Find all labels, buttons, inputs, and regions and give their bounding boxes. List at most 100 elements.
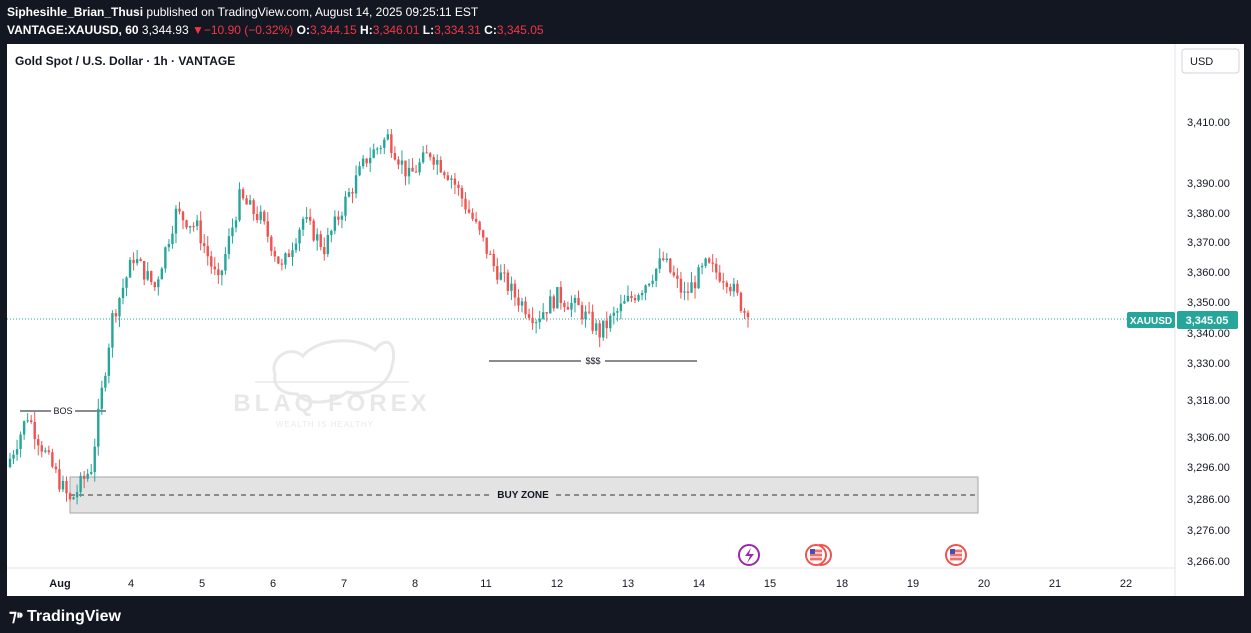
candle-body bbox=[644, 285, 647, 293]
time-tick-label: 14 bbox=[693, 578, 705, 590]
candle-body bbox=[686, 291, 690, 293]
candle-body bbox=[266, 221, 269, 237]
candle-body bbox=[429, 153, 432, 158]
time-tick-label: 12 bbox=[551, 578, 563, 590]
candle-body bbox=[135, 259, 139, 264]
price-tick-label: 3,286.00 bbox=[1187, 494, 1230, 506]
candle-body bbox=[263, 211, 266, 222]
candle-body bbox=[376, 148, 379, 150]
candle-body bbox=[330, 230, 333, 236]
time-tick-label: 22 bbox=[1120, 578, 1132, 590]
candle-body bbox=[503, 272, 506, 274]
candle-body bbox=[259, 211, 262, 221]
candle-body bbox=[344, 196, 347, 216]
candle-body bbox=[743, 311, 746, 313]
price-axis[interactable]: 3,410.00 3,390.00 3,380.00 3,370.00 3,360.00… bbox=[1187, 117, 1230, 568]
candle-body bbox=[587, 311, 591, 313]
time-tick-label: 5 bbox=[199, 578, 205, 590]
lightning-event-icon[interactable] bbox=[738, 544, 760, 566]
candle-body bbox=[337, 216, 340, 220]
candle-body bbox=[111, 313, 114, 348]
tradingview-logo[interactable]: ⁊⁍ TradingView bbox=[9, 606, 121, 626]
candle-body bbox=[305, 216, 308, 219]
candle-body bbox=[552, 296, 555, 309]
candle-body bbox=[679, 278, 683, 293]
candle-body bbox=[467, 209, 471, 213]
candle-body bbox=[446, 175, 450, 180]
candle-body bbox=[584, 311, 587, 320]
bull-icon bbox=[272, 339, 396, 404]
candle-body bbox=[411, 167, 414, 172]
us-flag-event-icon[interactable] bbox=[945, 544, 967, 566]
open-value: 3,344.15 bbox=[309, 23, 357, 37]
candle-body bbox=[220, 270, 224, 276]
candle-body bbox=[178, 208, 181, 212]
down-arrow-icon: ▼ bbox=[191, 23, 204, 37]
candle-body bbox=[79, 475, 82, 493]
candle-body bbox=[594, 323, 598, 331]
candle-body bbox=[224, 254, 227, 271]
time-tick-label: Aug bbox=[49, 578, 70, 590]
candle-body bbox=[213, 266, 217, 270]
chart-title: Gold Spot / U.S. Dollar · 1h · VANTAGE bbox=[15, 54, 235, 68]
watermark-brand: BLAQ FOREX bbox=[233, 390, 430, 417]
candle-body bbox=[312, 220, 315, 241]
candle-body bbox=[308, 216, 312, 221]
candle-body bbox=[65, 480, 68, 494]
currency-button[interactable]: USD bbox=[1181, 48, 1240, 74]
candle-body bbox=[460, 187, 464, 199]
candle-body bbox=[270, 236, 273, 251]
candle-body bbox=[44, 450, 47, 452]
candle-body bbox=[37, 439, 40, 446]
price-tick-label: 3,318.00 bbox=[1187, 395, 1230, 407]
candle-body bbox=[637, 295, 640, 301]
candle-body bbox=[323, 247, 326, 255]
last-price-label: 3,345.05 bbox=[1186, 315, 1229, 327]
candle-body bbox=[12, 454, 15, 459]
candle-body bbox=[58, 469, 61, 490]
candle-body bbox=[478, 221, 481, 231]
high-label: H: bbox=[360, 23, 373, 37]
candle-body bbox=[665, 258, 668, 260]
candle-body bbox=[524, 301, 527, 315]
candle-body bbox=[153, 282, 156, 288]
candle-body bbox=[316, 234, 319, 241]
time-tick-label: 8 bbox=[412, 578, 418, 590]
candle-body bbox=[421, 152, 425, 163]
candle-body bbox=[181, 211, 185, 221]
tradingview-logo-icon: ⁊⁍ bbox=[9, 608, 24, 625]
price-tick-label: 3,266.00 bbox=[1187, 556, 1230, 568]
candle-body bbox=[489, 253, 492, 255]
candle-body bbox=[725, 282, 729, 287]
buy-zone-label: BUY ZONE bbox=[497, 490, 549, 501]
candle-body bbox=[517, 297, 520, 306]
candle-body bbox=[693, 282, 697, 289]
price-tick-label: 3,306.00 bbox=[1187, 432, 1230, 444]
candle-body bbox=[245, 198, 248, 205]
price-chart[interactable]: BLAQ FOREX WEALTH IS HEALTHY BUY ZONE BO… bbox=[7, 44, 1244, 596]
candle-body bbox=[602, 320, 605, 338]
candle-body bbox=[464, 198, 467, 210]
candle-body bbox=[570, 302, 573, 310]
candle-body bbox=[658, 258, 661, 269]
candle-body bbox=[404, 160, 407, 177]
published-text: published on TradingView.com, August 14,… bbox=[146, 5, 479, 19]
chart-panel[interactable]: BLAQ FOREX WEALTH IS HEALTHY BUY ZONE BO… bbox=[7, 44, 1244, 596]
time-tick-label: 6 bbox=[270, 578, 276, 590]
candle-body bbox=[591, 311, 594, 331]
candle-body bbox=[241, 189, 245, 199]
candle-body bbox=[301, 218, 305, 230]
candles bbox=[8, 129, 750, 505]
candle-body bbox=[26, 420, 29, 422]
candle-body bbox=[72, 497, 75, 500]
candle-body bbox=[654, 268, 658, 281]
candle-body bbox=[626, 295, 630, 302]
price-tick-label: 3,350.00 bbox=[1187, 297, 1230, 309]
author-name[interactable]: Siphesihle_Brian_Thusi bbox=[7, 5, 144, 19]
candle-body bbox=[192, 226, 195, 228]
candle-body bbox=[361, 158, 365, 167]
time-axis[interactable]: Aug 4 5 6 7 8 11 12 13 14 15 18 19 20 21 22 bbox=[49, 578, 1132, 590]
candle-body bbox=[54, 466, 58, 470]
us-flag-event-icon[interactable] bbox=[805, 544, 832, 566]
candle-body bbox=[82, 475, 86, 479]
